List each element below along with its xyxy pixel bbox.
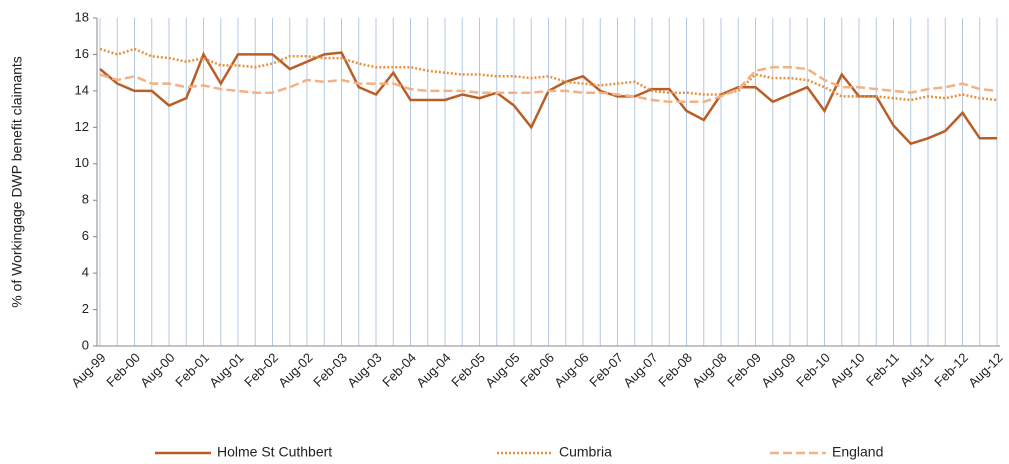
x-tick-label: Aug-10	[827, 350, 867, 390]
x-tick-label: Aug-06	[551, 350, 591, 390]
x-tick-label: Feb-04	[379, 350, 419, 390]
y-tick-label: 8	[82, 192, 89, 207]
x-tick-label: Feb-11	[863, 350, 902, 389]
x-tick-label: Aug-00	[137, 350, 177, 390]
x-tick-label: Feb-02	[241, 350, 281, 390]
x-tick-label: Aug-04	[413, 350, 453, 390]
y-tick-label: 2	[82, 301, 89, 316]
x-tick-label: Aug-07	[620, 350, 660, 390]
y-tick-label: 18	[75, 9, 89, 24]
x-tick-label: Aug-11	[897, 350, 937, 390]
x-tick-label: Feb-06	[517, 350, 557, 390]
x-tick-label: Aug-08	[689, 350, 729, 390]
x-tick-label: Aug-12	[965, 350, 1005, 390]
y-tick-label: 10	[75, 155, 89, 170]
x-tick-label: Aug-09	[758, 350, 798, 390]
x-tick-label: Feb-10	[793, 350, 833, 390]
y-tick-label: 12	[75, 119, 89, 134]
y-axis-title: % of Workingage DWP benefit claimants	[9, 56, 25, 308]
series-line	[99, 65, 998, 104]
x-tick-label: Feb-05	[448, 350, 488, 390]
x-tick-label: Feb-12	[931, 350, 971, 390]
x-tick-label: Feb-01	[172, 350, 212, 390]
x-tick-label: Aug-03	[344, 350, 384, 390]
legend-label: England	[832, 444, 883, 460]
x-tick-label: Feb-03	[310, 350, 350, 390]
x-tick-label: Feb-08	[655, 350, 695, 390]
y-tick-label: 6	[82, 228, 89, 243]
x-tick-label: Aug-01	[206, 350, 246, 390]
x-tick-label: Feb-07	[586, 350, 626, 390]
x-tick-label: Aug-02	[275, 350, 315, 390]
y-tick-label: 14	[75, 82, 89, 97]
legend-label: Holme St Cuthbert	[217, 444, 332, 460]
y-tick-label: 4	[82, 265, 89, 280]
y-tick-label: 16	[75, 46, 89, 61]
x-tick-label: Feb-09	[724, 350, 764, 390]
x-tick-label: Aug-99	[68, 350, 108, 390]
legend-label: Cumbria	[559, 444, 612, 460]
y-tick-label: 0	[82, 337, 89, 352]
x-tick-label: Feb-00	[103, 350, 143, 390]
x-tick-label: Aug-05	[482, 350, 522, 390]
